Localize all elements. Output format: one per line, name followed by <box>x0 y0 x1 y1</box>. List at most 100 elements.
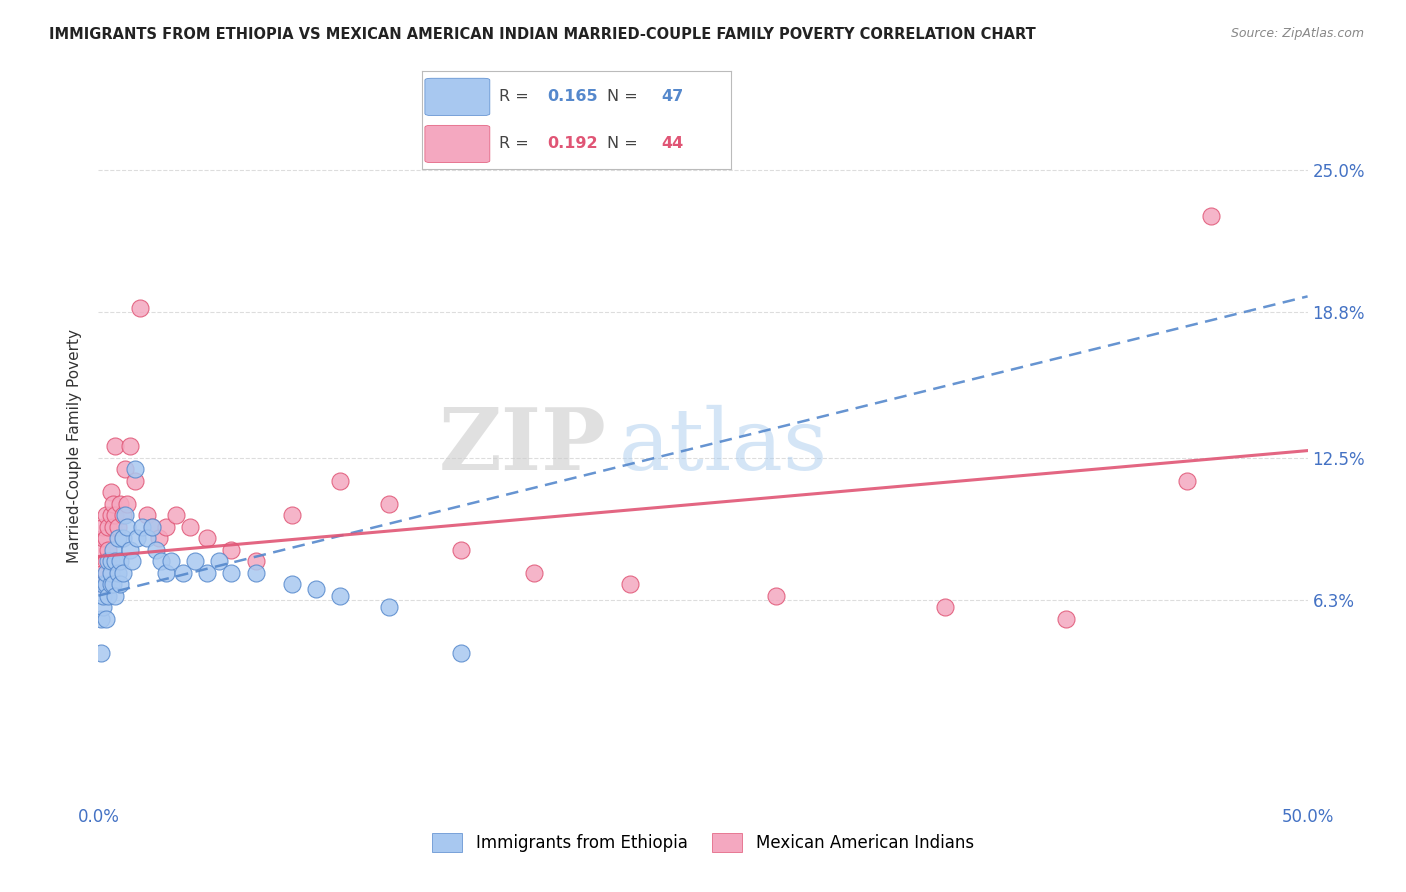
Point <box>155 519 177 533</box>
Point <box>100 554 122 568</box>
Point <box>97 542 120 557</box>
Point <box>184 554 207 568</box>
Point <box>107 566 129 580</box>
Point <box>97 589 120 603</box>
Text: ZIP: ZIP <box>439 404 606 488</box>
Point <box>107 531 129 545</box>
Point <box>145 542 167 557</box>
Point <box>114 508 136 522</box>
Point <box>111 508 134 522</box>
Point <box>100 508 122 522</box>
Point <box>124 474 146 488</box>
Point <box>128 301 150 315</box>
Point <box>94 531 117 545</box>
Point <box>305 582 328 596</box>
Point <box>104 554 127 568</box>
Point <box>91 577 114 591</box>
Point <box>329 589 352 603</box>
Point <box>94 566 117 580</box>
Point <box>118 439 141 453</box>
Point <box>195 566 218 580</box>
Point <box>117 497 139 511</box>
Point <box>765 589 787 603</box>
Text: 44: 44 <box>662 136 683 152</box>
Point <box>179 519 201 533</box>
Point <box>135 531 157 545</box>
Point <box>91 566 114 580</box>
Text: R =: R = <box>499 89 534 104</box>
Point <box>111 531 134 545</box>
Point <box>245 566 267 580</box>
Point <box>281 577 304 591</box>
Legend: Immigrants from Ethiopia, Mexican American Indians: Immigrants from Ethiopia, Mexican Americ… <box>426 826 980 859</box>
Point <box>150 554 173 568</box>
Point <box>1175 474 1198 488</box>
Text: 47: 47 <box>662 89 683 104</box>
Point <box>160 554 183 568</box>
Point <box>94 577 117 591</box>
Point <box>117 519 139 533</box>
Text: N =: N = <box>607 89 644 104</box>
Point <box>377 497 399 511</box>
Point <box>118 542 141 557</box>
Point <box>121 554 143 568</box>
Point <box>155 566 177 580</box>
Point <box>90 646 112 660</box>
Point <box>377 600 399 615</box>
Point <box>101 519 124 533</box>
Point <box>91 600 114 615</box>
Point <box>124 462 146 476</box>
Point <box>94 554 117 568</box>
Point <box>131 519 153 533</box>
Point <box>523 566 546 580</box>
FancyBboxPatch shape <box>425 78 489 116</box>
Text: 0.192: 0.192 <box>547 136 598 152</box>
Point <box>450 542 472 557</box>
Point <box>108 577 131 591</box>
Point <box>91 589 114 603</box>
Point <box>100 485 122 500</box>
Point <box>91 519 114 533</box>
Point <box>221 566 243 580</box>
Point <box>94 508 117 522</box>
Point <box>97 554 120 568</box>
Point <box>329 474 352 488</box>
Text: N =: N = <box>607 136 644 152</box>
Point <box>100 566 122 580</box>
Point <box>245 554 267 568</box>
Point <box>141 519 163 533</box>
Point <box>221 542 243 557</box>
Point <box>450 646 472 660</box>
Point <box>108 497 131 511</box>
Point <box>934 600 956 615</box>
Point <box>97 519 120 533</box>
Point <box>108 554 131 568</box>
Point <box>100 577 122 591</box>
Point <box>90 542 112 557</box>
Point <box>619 577 641 591</box>
Point <box>1199 209 1222 223</box>
Y-axis label: Married-Couple Family Poverty: Married-Couple Family Poverty <box>67 329 83 563</box>
Point <box>127 531 149 545</box>
Text: IMMIGRANTS FROM ETHIOPIA VS MEXICAN AMERICAN INDIAN MARRIED-COUPLE FAMILY POVERT: IMMIGRANTS FROM ETHIOPIA VS MEXICAN AMER… <box>49 27 1036 42</box>
FancyBboxPatch shape <box>425 125 489 162</box>
Point <box>104 439 127 453</box>
Point <box>281 508 304 522</box>
Point <box>101 542 124 557</box>
Point <box>101 577 124 591</box>
Point <box>104 589 127 603</box>
Text: R =: R = <box>499 136 534 152</box>
Text: atlas: atlas <box>619 404 828 488</box>
Point <box>114 462 136 476</box>
Point <box>90 612 112 626</box>
Point <box>91 531 114 545</box>
Point <box>195 531 218 545</box>
Point <box>148 531 170 545</box>
Point <box>94 612 117 626</box>
Point <box>111 566 134 580</box>
Point <box>104 508 127 522</box>
Text: 0.165: 0.165 <box>547 89 598 104</box>
Point <box>165 508 187 522</box>
Point <box>141 519 163 533</box>
Point <box>1054 612 1077 626</box>
